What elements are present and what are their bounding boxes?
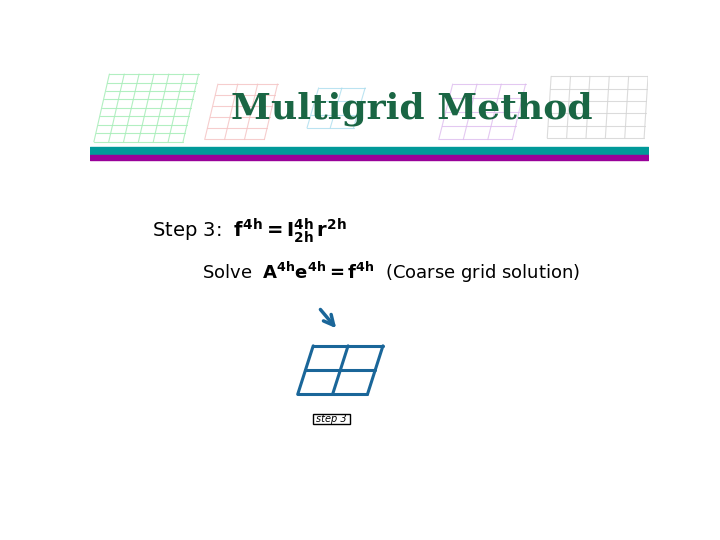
Text: Solve  $\mathbf{A^{4h}e^{4h} = f^{4h}}$  (Coarse grid solution): Solve $\mathbf{A^{4h}e^{4h} = f^{4h}}$ (… [202, 260, 580, 285]
Text: Step 3:  $\mathbf{f^{4h} = I_{2h}^{4h}\, r^{2h}}$: Step 3: $\mathbf{f^{4h} = I_{2h}^{4h}\, … [152, 216, 346, 245]
Text: Multigrid Method: Multigrid Method [231, 91, 593, 126]
Bar [313, 414, 351, 424]
Text: step 3: step 3 [317, 414, 347, 424]
